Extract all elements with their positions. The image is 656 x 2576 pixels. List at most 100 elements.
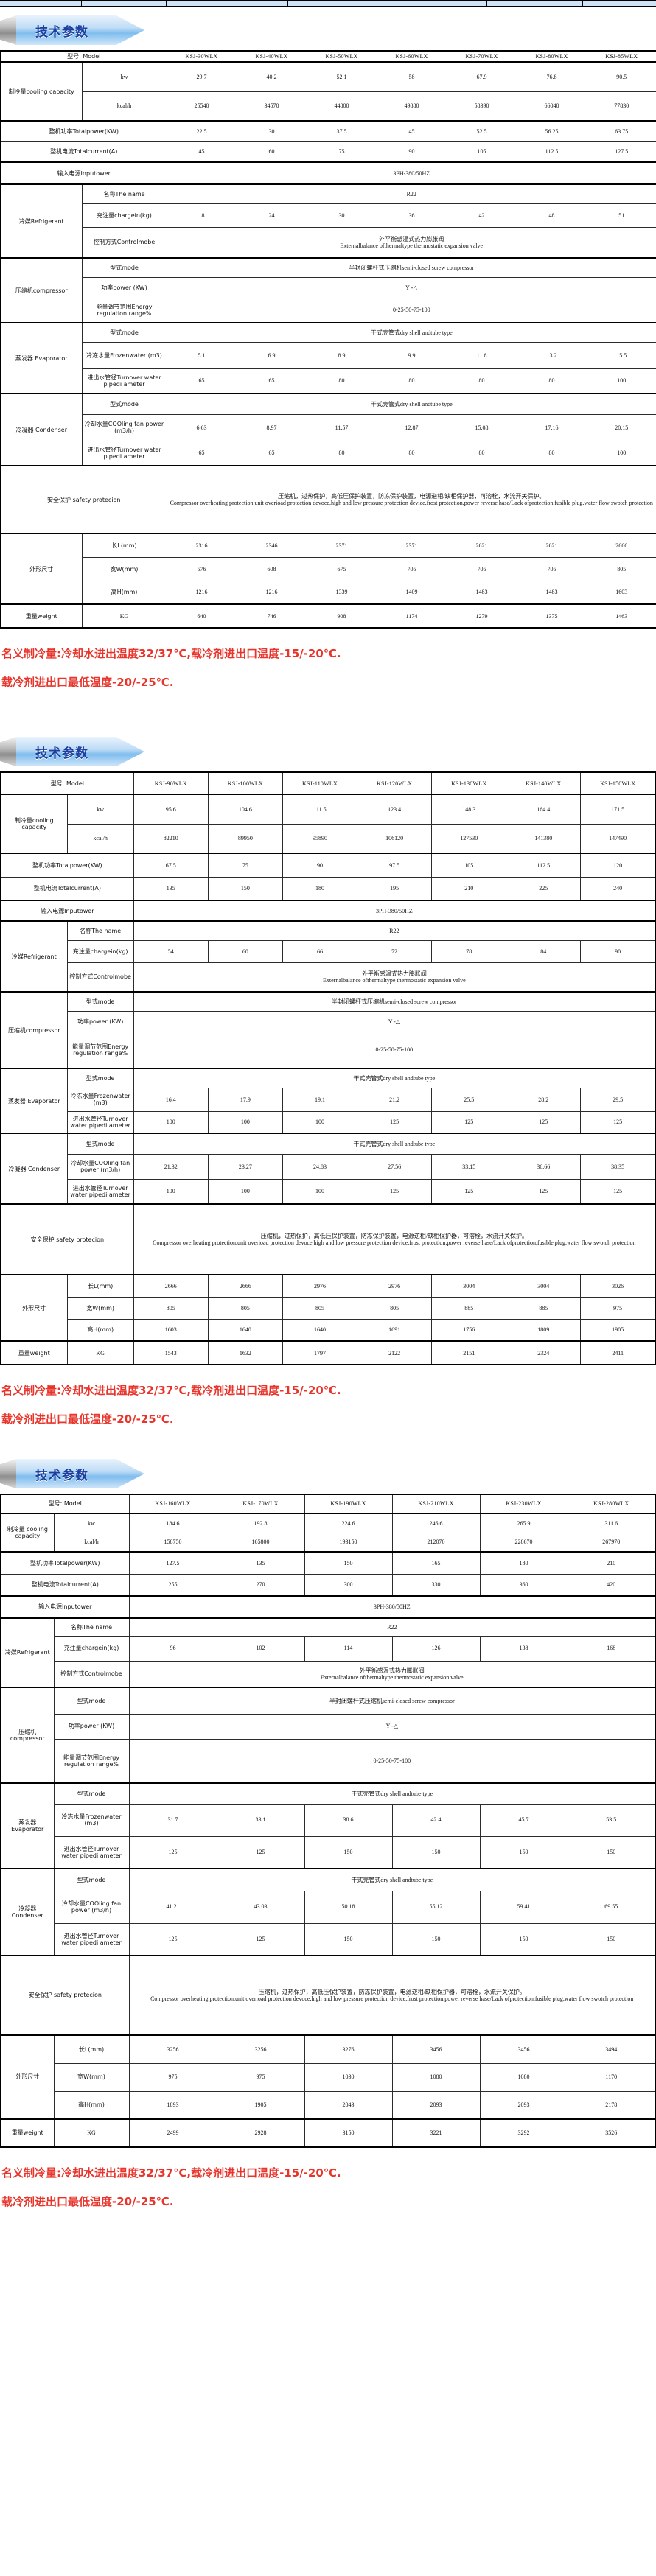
cell-value: 2499 xyxy=(128,2118,217,2148)
cell-value: 330 xyxy=(391,1573,481,1597)
control-mode-en: Externalbalance ofthermaltype thermostat… xyxy=(323,976,466,984)
cell-value: 15.08 xyxy=(446,413,517,441)
row-label-cooling-capacity: 制冷量 cooling capacity xyxy=(0,1513,55,1553)
cell-value: 6.63 xyxy=(166,413,237,441)
model-header: KSJ-170WLX xyxy=(216,1494,305,1514)
row-label-frozen-water: 冷冻水量Frozenwater (m3) xyxy=(53,1803,130,1837)
cell-value: 2928 xyxy=(216,2118,305,2148)
model-header: KSJ-280WLX xyxy=(567,1494,656,1514)
cell-value: 210 xyxy=(567,1551,656,1575)
cell-value: 80 xyxy=(446,440,517,466)
cell-value: 158750 xyxy=(128,1532,217,1553)
cell-value: 246.6 xyxy=(391,1513,481,1533)
banner-tail-icon xyxy=(0,15,16,45)
model-header: KSJ-230WLX xyxy=(479,1494,568,1514)
cell-value: 1409 xyxy=(376,580,447,605)
row-label-weight: 重量weight xyxy=(0,603,83,629)
safety-text-en: Compressor overheating protection,unit o… xyxy=(153,1239,636,1247)
cell-evap-mode: 干式壳管式dry shell andtube type xyxy=(128,1782,656,1805)
model-header: KSJ-120WLX xyxy=(357,771,433,795)
table-row-compressor-power: 功率power (KW) Y -△ xyxy=(1,1010,656,1032)
cell-value: 65 xyxy=(166,368,237,394)
cell-value: 9.9 xyxy=(376,341,447,369)
section-banner-1: 技术参数 xyxy=(0,7,656,50)
table-row-energy-range: 能量调节范围Energy regulation range% 0-25-50-7… xyxy=(1,1738,656,1784)
row-label-input-power: 输入电源Inputower xyxy=(0,161,167,185)
model-header: KSJ-80WLX xyxy=(516,50,587,63)
row-label-kcal: kcal/h xyxy=(66,823,134,854)
cell-value: 60 xyxy=(207,939,283,963)
table-row-model: 型号: Model KSJ-30WLX KSJ-40WLX KSJ-50WLX … xyxy=(0,50,656,63)
cell-value: 3256 xyxy=(128,2034,217,2064)
row-label-power-kw: 功率power (KW) xyxy=(53,1713,130,1740)
cell-value: 1463 xyxy=(586,603,656,629)
cell-value: 150 xyxy=(391,1922,481,1956)
row-label-dimensions: 外形尺寸 xyxy=(0,1274,68,1342)
cell-value: 23.27 xyxy=(207,1153,283,1180)
row-label-total-power: 整机功率Totalpower(KW) xyxy=(0,120,167,142)
cell-value: 885 xyxy=(506,1296,582,1320)
table-row-weight: 重量weight KG 2499 2928 3150 3221 3292 352… xyxy=(0,2118,656,2148)
row-label-mode: 型式mode xyxy=(81,257,167,278)
table-row-input-power: 输入电源Inputower 3PH-380/50HZ xyxy=(0,1595,656,1619)
row-label-length: 长L(mm) xyxy=(66,1274,134,1298)
table-row-cooling-kw: 制冷量cooling capacity kw 95.6 104.6 111.5 … xyxy=(0,794,656,854)
cell-value: 51 xyxy=(586,203,656,228)
cell-value: 255 xyxy=(128,1573,217,1597)
row-label-power-kw: 功率power (KW) xyxy=(66,1010,134,1032)
table-row-frozen-water: 冷冻水量Frozenwater (m3) 16.4 17.9 19.1 21.2… xyxy=(1,1087,656,1112)
row-label-turnover-pipe: 进出水管径Turnover water pipedi ameter xyxy=(66,1178,134,1205)
row-label-width: 宽W(mm) xyxy=(53,2062,130,2092)
cell-value: 45.7 xyxy=(479,1803,568,1837)
banner-label: 技术参数 xyxy=(35,746,88,761)
cell-value: 125 xyxy=(431,1178,507,1205)
table-row-evap-pipe: 进出水管径Turnover water pipedi ameter 125 12… xyxy=(1,1835,656,1869)
row-label-evaporator: 蒸发器 Evaporator xyxy=(0,1068,68,1134)
cell-value: 42.4 xyxy=(391,1803,481,1837)
table-row-cond-pipe: 进出水管径Turnover water pipedi ameter 100 10… xyxy=(1,1178,656,1205)
cell-value: 25540 xyxy=(166,91,237,122)
cell-value: 705 xyxy=(446,556,517,581)
cell-value: 11.6 xyxy=(446,341,517,369)
cell-value: 49880 xyxy=(376,91,447,122)
table-row-safety: 安全保护 safety protecion 压缩机，过热保护，高低压保护装置，防… xyxy=(0,1203,656,1275)
cell-value: 2151 xyxy=(431,1340,507,1365)
cell-value: 192.8 xyxy=(216,1513,305,1533)
table-row-refrigerant-name: 冷媒Refrigerant 名称The name R22 xyxy=(0,920,656,993)
model-header: KSJ-150WLX xyxy=(580,771,656,795)
table-row-compressor-power: 功率power (KW) Y -△ xyxy=(1,276,656,298)
table-row-refrigerant-name: 冷媒Refrigerant 名称The name R22 xyxy=(0,1617,656,1688)
cell-value: 45 xyxy=(166,141,237,163)
table-row-compressor-mode: 压缩机compressor 型式mode 半封闭螺杆式压缩机semi-close… xyxy=(0,1687,656,1784)
spec-table-2: 型号: Model KSJ-90WLX KSJ-100WLX KSJ-110WL… xyxy=(0,771,656,1366)
cell-compressor-mode: 半封闭螺杆式压缩机semi-closed screw compressor xyxy=(128,1687,656,1715)
cell-value: 90.5 xyxy=(586,61,656,92)
control-mode-cn: 外平衡感温式热力膨胀阀 xyxy=(379,235,444,242)
model-header: KSJ-30WLX xyxy=(166,50,237,63)
row-label-the-name: 名称The name xyxy=(81,183,167,204)
row-label-mode: 型式mode xyxy=(81,393,167,415)
model-header: KSJ-40WLX xyxy=(236,50,307,63)
cell-value: 3004 xyxy=(431,1274,507,1298)
cell-value: 125 xyxy=(216,1835,305,1869)
row-label-condenser: 冷凝器 Condenser xyxy=(0,1133,68,1205)
cell-value: 576 xyxy=(166,556,237,581)
cell-value: 2621 xyxy=(516,533,587,558)
row-label-turnover-pipe: 进出水管径Turnover water pipedi ameter xyxy=(53,1922,130,1956)
cell-value: 38.6 xyxy=(304,1803,393,1837)
row-label-frozen-water: 冷冻水量Frozenwater (m3) xyxy=(81,341,167,369)
spec-sheet-page: 技术参数 型号: Model KSJ-30WLX KSJ-40WLX KSJ-5… xyxy=(0,0,656,2208)
cell-value: 125 xyxy=(216,1922,305,1956)
footnote-1: 名义制冷量:冷却水进出温度32/37℃,载冷剂进出口温度-15/-20℃. 载冷… xyxy=(0,629,656,704)
cell-value: 3276 xyxy=(304,2034,393,2064)
row-label-width: 宽W(mm) xyxy=(66,1296,134,1320)
table-row-charge: 充注量chargein(kg) 18 24 30 36 42 48 51 xyxy=(1,203,656,228)
model-header: KSJ-50WLX xyxy=(306,50,377,63)
cell-evap-mode: 干式壳管式dry shell andtube type xyxy=(166,322,656,343)
cell-value: 1483 xyxy=(516,580,587,605)
cell-value: 135 xyxy=(216,1551,305,1575)
row-label-input-power: 输入电源Inputower xyxy=(0,900,134,922)
cell-value: 1543 xyxy=(133,1340,209,1365)
cell-value: 640 xyxy=(166,603,237,629)
cell-value: 1080 xyxy=(391,2062,481,2092)
